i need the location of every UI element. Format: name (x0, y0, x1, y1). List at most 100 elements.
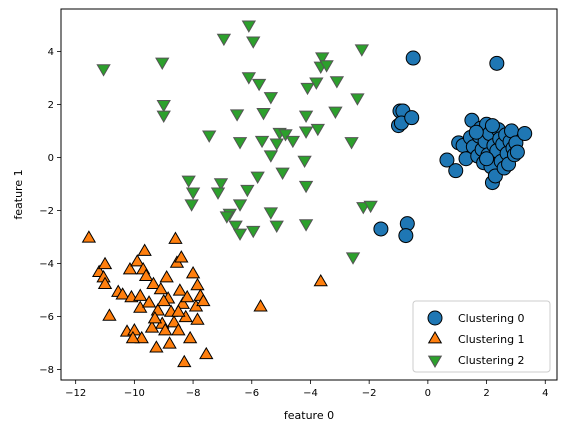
data-point (246, 36, 261, 49)
data-point (185, 187, 201, 200)
data-point (405, 50, 421, 66)
data-point (256, 108, 271, 121)
plot-area (81, 20, 533, 368)
y-tick-label: −6 (39, 312, 54, 323)
legend-label: Clustering 1 (458, 333, 525, 346)
y-tick-label: 2 (48, 100, 54, 111)
data-point (125, 330, 141, 344)
legend-box (412, 300, 551, 373)
data-point (172, 283, 188, 296)
x-tick-label: −4 (303, 388, 318, 399)
data-point (240, 184, 255, 198)
legend-label: Clustering 0 (458, 312, 525, 325)
data-point (254, 135, 270, 149)
data-point (285, 135, 301, 149)
data-point (278, 129, 293, 142)
data-point (229, 109, 245, 122)
data-point (253, 299, 268, 312)
data-point (174, 250, 189, 263)
x-tick-label: 2 (483, 388, 489, 399)
data-point (158, 322, 173, 336)
data-point (298, 110, 314, 123)
data-point (479, 151, 495, 167)
data-point (210, 187, 226, 200)
data-point (137, 243, 152, 256)
series-1 (81, 230, 328, 368)
data-point (263, 92, 279, 105)
y-tick-label: −4 (39, 259, 54, 270)
data-point (448, 163, 464, 179)
x-axis-label: feature 0 (284, 409, 334, 422)
legend-marker (427, 355, 443, 368)
x-tick-label: 0 (425, 388, 431, 399)
data-point (133, 288, 148, 301)
y-tick-label: −2 (39, 206, 54, 217)
data-point (190, 312, 205, 325)
data-point (219, 211, 234, 224)
data-point (155, 57, 170, 70)
data-point (489, 55, 505, 71)
data-point (439, 152, 455, 168)
data-point (81, 230, 97, 243)
data-point (246, 225, 261, 239)
x-tick-label: 4 (542, 388, 548, 399)
data-point (300, 82, 315, 96)
data-point (315, 52, 330, 65)
data-point (171, 322, 186, 336)
data-point (190, 277, 205, 291)
data-point (269, 220, 284, 233)
y-tick-label: 4 (48, 47, 54, 58)
data-point (96, 64, 111, 77)
y-axis: −8 −6 −4 −2 0 2 4 (39, 47, 61, 376)
data-point (175, 296, 190, 309)
data-point (122, 262, 138, 275)
plot-frame (60, 8, 558, 381)
data-point (344, 137, 359, 150)
data-point (184, 199, 199, 212)
data-point (363, 200, 378, 214)
data-point (162, 336, 177, 349)
data-point (171, 304, 186, 317)
series-2 (96, 20, 378, 265)
data-point (328, 106, 343, 120)
data-point (297, 155, 312, 169)
data-point (313, 273, 328, 287)
data-point (141, 295, 157, 308)
data-point (517, 126, 533, 142)
data-point (484, 118, 500, 134)
data-point (180, 289, 195, 303)
data-point (354, 44, 369, 57)
data-point (298, 219, 314, 232)
data-point (202, 130, 217, 143)
data-point (228, 220, 243, 233)
y-axis-label: feature 1 (12, 169, 25, 219)
data-point (319, 60, 334, 73)
data-point (468, 124, 484, 140)
data-point (185, 266, 201, 279)
data-point (166, 315, 182, 328)
data-point (213, 178, 229, 191)
data-point (250, 171, 265, 184)
data-point (156, 293, 171, 307)
data-point (97, 276, 113, 289)
data-point (181, 175, 196, 188)
data-point (345, 252, 361, 265)
data-point (216, 33, 232, 47)
data-point (159, 269, 174, 283)
x-tick-label: −10 (124, 388, 145, 399)
y-tick-label: −8 (39, 365, 54, 376)
data-point (196, 293, 211, 307)
legend: Clustering 0 Clustering 1 Clustering 2 (412, 300, 551, 373)
x-axis: −12 −10 −8 −6 −4 −2 0 2 4 (65, 380, 548, 399)
data-point (263, 150, 279, 163)
data-point (269, 138, 284, 151)
data-point (232, 228, 248, 241)
data-point (298, 180, 314, 194)
data-point (263, 207, 279, 220)
data-point (275, 167, 290, 180)
data-point (373, 221, 389, 237)
series-0 (373, 50, 533, 244)
data-point (509, 144, 525, 160)
data-point (232, 199, 248, 212)
